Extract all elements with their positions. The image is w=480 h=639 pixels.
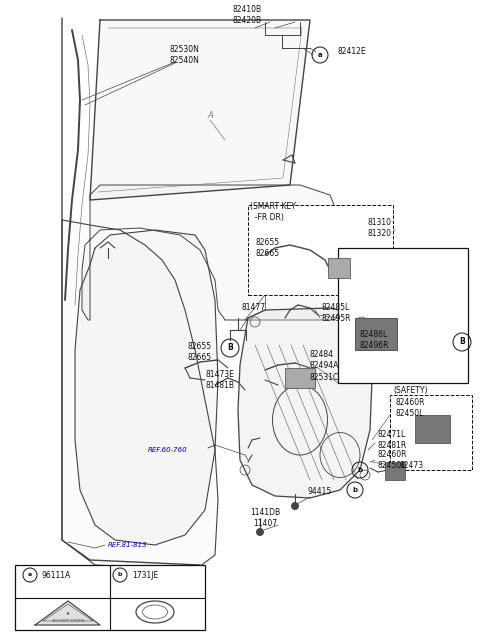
Text: 81473E
81481B: 81473E 81481B <box>205 370 234 390</box>
Polygon shape <box>35 601 100 625</box>
Text: 1731JE: 1731JE <box>132 571 158 580</box>
Text: a: a <box>28 573 32 578</box>
Text: 82412E: 82412E <box>338 47 367 56</box>
Bar <box>390 395 472 470</box>
Text: 94415: 94415 <box>308 488 332 497</box>
Text: 82655
82665: 82655 82665 <box>255 238 279 258</box>
Circle shape <box>291 502 299 510</box>
Text: 82410B
82420B: 82410B 82420B <box>232 5 262 25</box>
Text: 82471L
82481R: 82471L 82481R <box>378 430 407 450</box>
Bar <box>248 205 393 295</box>
Text: a: a <box>318 52 322 58</box>
Text: 82460R
82450L: 82460R 82450L <box>378 450 408 470</box>
Text: b: b <box>358 467 362 473</box>
Polygon shape <box>90 20 310 200</box>
Text: b: b <box>352 487 358 493</box>
Bar <box>285 368 315 388</box>
Bar <box>415 415 450 443</box>
Text: 81310
81320: 81310 81320 <box>368 219 392 238</box>
Text: ▸: ▸ <box>67 610 70 615</box>
Text: A: A <box>207 111 213 119</box>
Circle shape <box>256 528 264 536</box>
Bar <box>338 248 468 383</box>
Text: REF.81-813: REF.81-813 <box>108 542 148 548</box>
Text: b: b <box>118 573 122 578</box>
Polygon shape <box>82 185 340 320</box>
Text: 82473: 82473 <box>400 461 424 470</box>
Text: 82485L
82495R: 82485L 82495R <box>322 304 351 323</box>
Bar <box>355 318 397 350</box>
Text: 82530N
82540N: 82530N 82540N <box>170 45 200 65</box>
Bar <box>385 462 405 480</box>
Text: REF.60-760: REF.60-760 <box>148 447 188 453</box>
Bar <box>328 258 350 278</box>
Polygon shape <box>62 220 218 570</box>
Text: 81477: 81477 <box>242 304 266 312</box>
Text: 82460R
82450L: 82460R 82450L <box>396 398 425 418</box>
Polygon shape <box>75 230 218 545</box>
Polygon shape <box>238 308 372 498</box>
Text: (SAFETY): (SAFETY) <box>393 385 428 394</box>
Text: 82484
82494A: 82484 82494A <box>310 350 339 370</box>
Text: (SMART KEY
  -FR DR): (SMART KEY -FR DR) <box>250 203 296 222</box>
Text: B: B <box>227 344 233 353</box>
Text: 82531C: 82531C <box>310 374 339 383</box>
Text: 82655
82665: 82655 82665 <box>188 343 212 362</box>
Text: 1141DB
11407: 1141DB 11407 <box>250 508 280 528</box>
Text: 82486L
82496R: 82486L 82496R <box>360 330 389 350</box>
Bar <box>15 565 205 630</box>
Text: SECURITY SYSTEM: SECURITY SYSTEM <box>52 619 84 623</box>
Text: 96111A: 96111A <box>42 571 71 580</box>
Text: B: B <box>459 337 465 346</box>
